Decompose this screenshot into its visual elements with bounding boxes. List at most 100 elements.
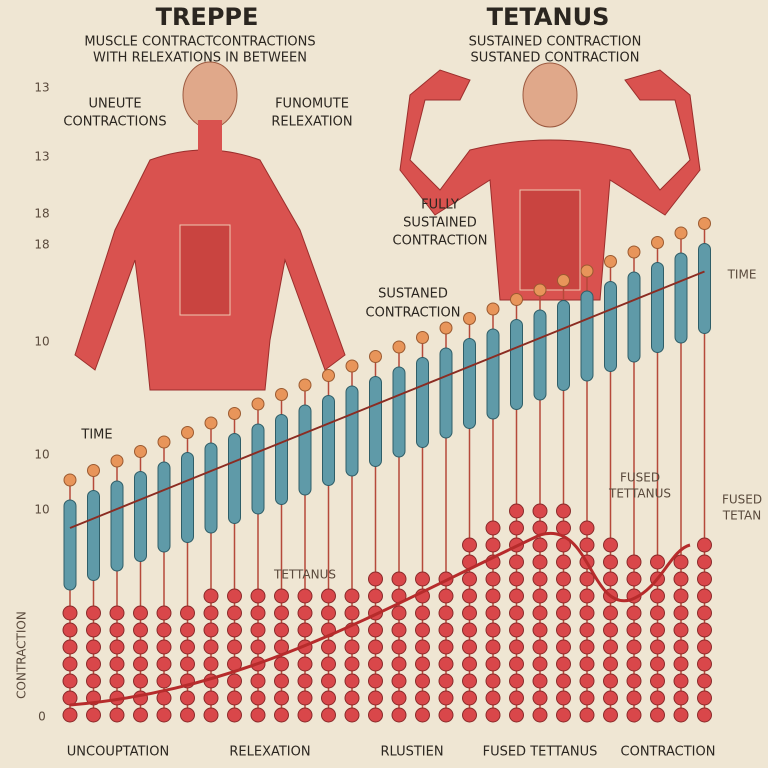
bead xyxy=(156,639,172,655)
cap-ball xyxy=(510,293,523,306)
bead xyxy=(462,707,477,723)
footer-label: RLUSTIEN xyxy=(380,745,443,760)
capsule xyxy=(533,309,547,401)
bead xyxy=(697,673,712,689)
bead xyxy=(438,690,454,706)
bead xyxy=(109,605,125,621)
bead xyxy=(297,673,313,689)
bead xyxy=(509,571,524,587)
axis-label: 13 xyxy=(34,150,49,164)
bead xyxy=(297,656,313,672)
bead xyxy=(86,622,101,638)
annotation: FUSED xyxy=(620,471,660,485)
bead xyxy=(344,588,360,604)
left-figure xyxy=(74,61,346,391)
bead xyxy=(579,605,595,621)
cap-ball xyxy=(298,378,312,392)
cap-ball xyxy=(275,388,288,401)
bead xyxy=(673,656,689,672)
bead xyxy=(344,605,360,621)
bead xyxy=(579,537,595,553)
bead xyxy=(86,707,101,723)
bead xyxy=(509,554,524,570)
bead xyxy=(133,605,148,621)
bead xyxy=(509,605,524,621)
bead xyxy=(391,690,407,706)
bead xyxy=(297,605,313,621)
bead xyxy=(344,656,360,672)
footer-label: UNCOUPTATION xyxy=(67,745,169,760)
bead xyxy=(391,639,407,655)
bead xyxy=(415,707,430,723)
bead xyxy=(250,605,266,621)
bead xyxy=(274,605,289,621)
bead xyxy=(603,622,618,638)
annotation: TETAN xyxy=(722,509,762,523)
bead xyxy=(673,622,689,638)
bead xyxy=(415,673,430,689)
bead xyxy=(250,639,266,655)
bead xyxy=(156,605,172,621)
annotation: SUSTAINED xyxy=(403,216,477,231)
bead xyxy=(462,639,477,655)
bead xyxy=(579,656,595,672)
axis-label: 18 xyxy=(34,238,49,252)
bead xyxy=(250,673,266,689)
bead xyxy=(250,690,266,706)
bead xyxy=(556,571,571,587)
bead xyxy=(485,639,501,655)
bead xyxy=(297,588,313,604)
bead xyxy=(485,656,501,672)
cap-ball xyxy=(181,426,194,439)
bead xyxy=(697,537,712,553)
cap-ball xyxy=(651,236,664,249)
bead xyxy=(227,673,242,689)
bead xyxy=(462,605,477,621)
bead xyxy=(603,571,618,587)
bead xyxy=(86,605,101,621)
bead xyxy=(133,622,148,638)
bead-columns xyxy=(62,217,712,723)
bead xyxy=(203,639,219,655)
capsule xyxy=(674,252,688,344)
bead xyxy=(62,622,78,638)
bead xyxy=(274,690,289,706)
bead xyxy=(274,707,289,723)
bead xyxy=(250,707,266,723)
bead xyxy=(697,690,712,706)
annotation: CONTRACTION xyxy=(366,306,461,321)
cap-ball xyxy=(557,274,570,287)
cap-ball xyxy=(416,331,429,344)
bead xyxy=(344,673,360,689)
capsule xyxy=(604,281,617,372)
bead xyxy=(321,690,336,706)
bead xyxy=(391,656,407,672)
cap-ball xyxy=(157,435,171,449)
axis-label: 18 xyxy=(34,207,49,221)
bead xyxy=(415,622,430,638)
bead xyxy=(438,588,454,604)
annotation: FUSED xyxy=(722,493,762,507)
cap-ball xyxy=(251,397,265,411)
cap-ball xyxy=(674,226,688,240)
bead xyxy=(109,622,125,638)
bead xyxy=(368,707,383,723)
annotation: TIME xyxy=(80,428,112,443)
cap-ball xyxy=(369,350,382,363)
bead xyxy=(626,690,642,706)
bead xyxy=(344,707,360,723)
bead xyxy=(603,707,618,723)
bead xyxy=(579,639,595,655)
annotation: UNEUTE xyxy=(88,97,141,112)
bead xyxy=(650,673,665,689)
bead xyxy=(180,707,195,723)
bead xyxy=(626,673,642,689)
bead xyxy=(650,639,665,655)
bead xyxy=(485,537,501,553)
bead xyxy=(626,622,642,638)
bead xyxy=(603,690,618,706)
bead xyxy=(603,554,618,570)
bead xyxy=(603,656,618,672)
axis-labels: 13 13 18 18 10 10 10 0 xyxy=(34,81,49,724)
